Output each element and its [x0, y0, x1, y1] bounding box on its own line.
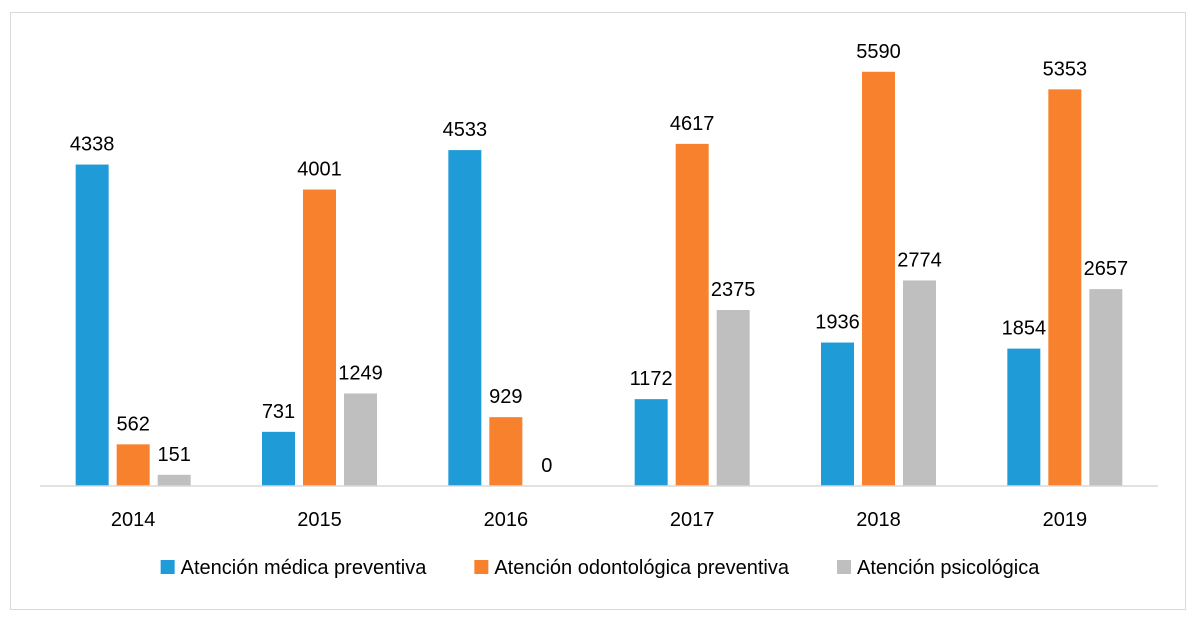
legend-item-2: Atención odontológica preventiva	[474, 557, 790, 579]
data-label-2018-series-2: 5590	[856, 41, 901, 63]
data-label-2018-series-1: 1936	[815, 312, 860, 334]
data-label-2015-series-3: 1249	[338, 362, 383, 384]
data-label-2014-series-3: 151	[157, 444, 190, 466]
data-labels-group: 4338 562 151 731 4001 1249 4533 929 0 1172 4617 237…	[70, 41, 1128, 477]
x-tick-labels: 2014 2015 2016 2017 2018 2019	[111, 509, 1087, 531]
bar-2014-series-3	[157, 474, 191, 486]
data-label-2017-series-2: 4617	[670, 113, 715, 135]
data-label-2015-series-1: 731	[262, 401, 295, 423]
x-tick-label-2017: 2017	[670, 509, 715, 531]
data-label-2014-series-2: 562	[116, 413, 149, 435]
bar-2015-series-2	[303, 189, 336, 487]
bar-2018-series-3	[903, 280, 936, 486]
bar-2019-series-1	[1007, 348, 1041, 486]
data-label-2016-series-3: 0	[541, 455, 552, 477]
data-label-2017-series-3: 2375	[711, 279, 756, 301]
legend-label-1: Atención médica preventiva	[181, 557, 428, 579]
x-tick-label-2015: 2015	[297, 509, 342, 531]
bar-2018-series-2	[862, 71, 895, 486]
data-label-2016-series-1: 4533	[443, 119, 488, 141]
bar-2018-series-1	[821, 342, 854, 486]
bar-2014-series-1	[75, 164, 109, 486]
x-tick-label-2018: 2018	[856, 509, 901, 531]
legend-item-1: Atención médica preventiva	[160, 557, 428, 579]
legend-item-3: Atención psicológica	[837, 557, 1040, 579]
bar-2016-series-1	[448, 150, 482, 486]
x-tick-label-2014: 2014	[111, 509, 156, 531]
data-label-2014-series-1: 4338	[70, 134, 115, 156]
bar-2017-series-1	[634, 399, 668, 486]
data-label-2019-series-3: 2657	[1084, 258, 1129, 280]
legend-swatch-3	[837, 560, 852, 574]
x-tick-label-2016: 2016	[484, 509, 529, 531]
bar-2015-series-3	[344, 393, 377, 486]
bars-group	[75, 71, 1123, 487]
legend: Atención médica preventiva Atención odont…	[160, 557, 1040, 579]
bar-2014-series-2	[116, 444, 150, 486]
legend-label-3: Atención psicológica	[857, 557, 1040, 579]
data-label-2019-series-2: 5353	[1043, 58, 1088, 80]
bar-2017-series-2	[675, 143, 709, 486]
bar-2019-series-2	[1048, 89, 1082, 486]
legend-label-2: Atención odontológica preventiva	[494, 557, 790, 579]
data-label-2017-series-1: 1172	[630, 368, 673, 390]
bar-2016-series-2	[489, 417, 523, 486]
bar-2015-series-1	[262, 431, 295, 486]
bar-2019-series-3	[1089, 289, 1123, 486]
legend-swatch-1	[160, 560, 175, 574]
chart-frame	[10, 12, 1186, 610]
data-label-2016-series-2: 929	[489, 386, 522, 408]
data-label-2019-series-1: 1854	[1002, 318, 1047, 340]
legend-swatch-2	[474, 560, 489, 574]
bar-2017-series-3	[716, 310, 750, 486]
data-label-2018-series-3: 2774	[897, 249, 942, 271]
x-tick-label-2019: 2019	[1043, 509, 1088, 531]
data-label-2015-series-2: 4001	[297, 159, 342, 181]
